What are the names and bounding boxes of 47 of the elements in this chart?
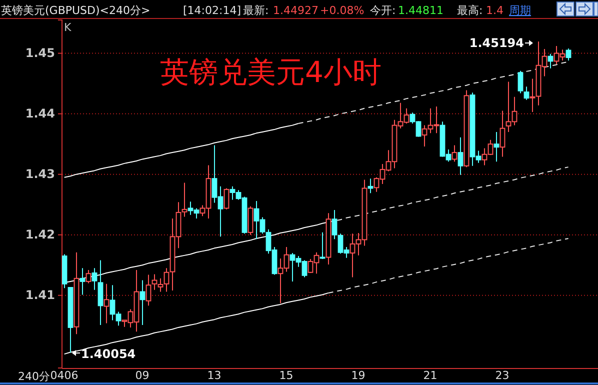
x-tick-label: 23 [495, 368, 510, 382]
x-tick-label: 13 [207, 368, 222, 382]
candlestick [98, 260, 104, 326]
candlestick [92, 268, 98, 290]
x-tick-label: 09 [135, 368, 150, 382]
candlestick [368, 178, 374, 194]
chart-subtitle: 英镑美元(GBPUSD)<240分> [1, 4, 150, 17]
annotation: K [64, 21, 72, 34]
text: 最新: [243, 4, 269, 17]
text: 1.4 [486, 4, 504, 17]
candlestick [80, 268, 86, 296]
y-tick-label: 1.43 [25, 167, 55, 182]
text: [14:02:14] [183, 4, 241, 17]
candlestick [452, 144, 458, 162]
text: 1.44927 [273, 4, 318, 17]
candlestick [320, 232, 326, 260]
candlestick [458, 136, 464, 176]
candlestick [140, 280, 146, 326]
text: +0.08% [320, 4, 364, 17]
candlestick [86, 269, 92, 284]
y-tick-label: 1.44 [25, 106, 55, 121]
line-series [64, 122, 299, 178]
x-axis-title: 240分 [18, 370, 50, 383]
text: 1.44811 [398, 4, 444, 17]
y-tick-label: 1.45 [25, 46, 55, 60]
x-tick-label: 19 [351, 368, 366, 382]
text: 周期 [509, 4, 531, 17]
y-tick-label: 1.42 [25, 228, 55, 242]
text: 今开: [370, 4, 396, 17]
candlestick [146, 274, 152, 306]
annotation: 1.45194 [469, 36, 524, 50]
candlestick [224, 188, 230, 210]
candlestick [524, 86, 530, 100]
y-tick-label: 1.41 [25, 288, 55, 302]
candlestick [548, 53, 554, 69]
x-tick-label: 21 [423, 368, 438, 382]
x-tick-label: 15 [279, 368, 294, 382]
candlestick [566, 48, 572, 62]
candlestick [104, 283, 110, 324]
text: 英镑兑美元4小时 [160, 55, 382, 89]
candlestick [518, 70, 524, 94]
annotation: 1.40054 [81, 347, 136, 361]
line-series [328, 238, 569, 294]
text: 最高: [457, 4, 483, 17]
x-tick-label: 0406 [50, 368, 78, 382]
candlestick [494, 131, 500, 162]
candlestick [500, 110, 506, 158]
